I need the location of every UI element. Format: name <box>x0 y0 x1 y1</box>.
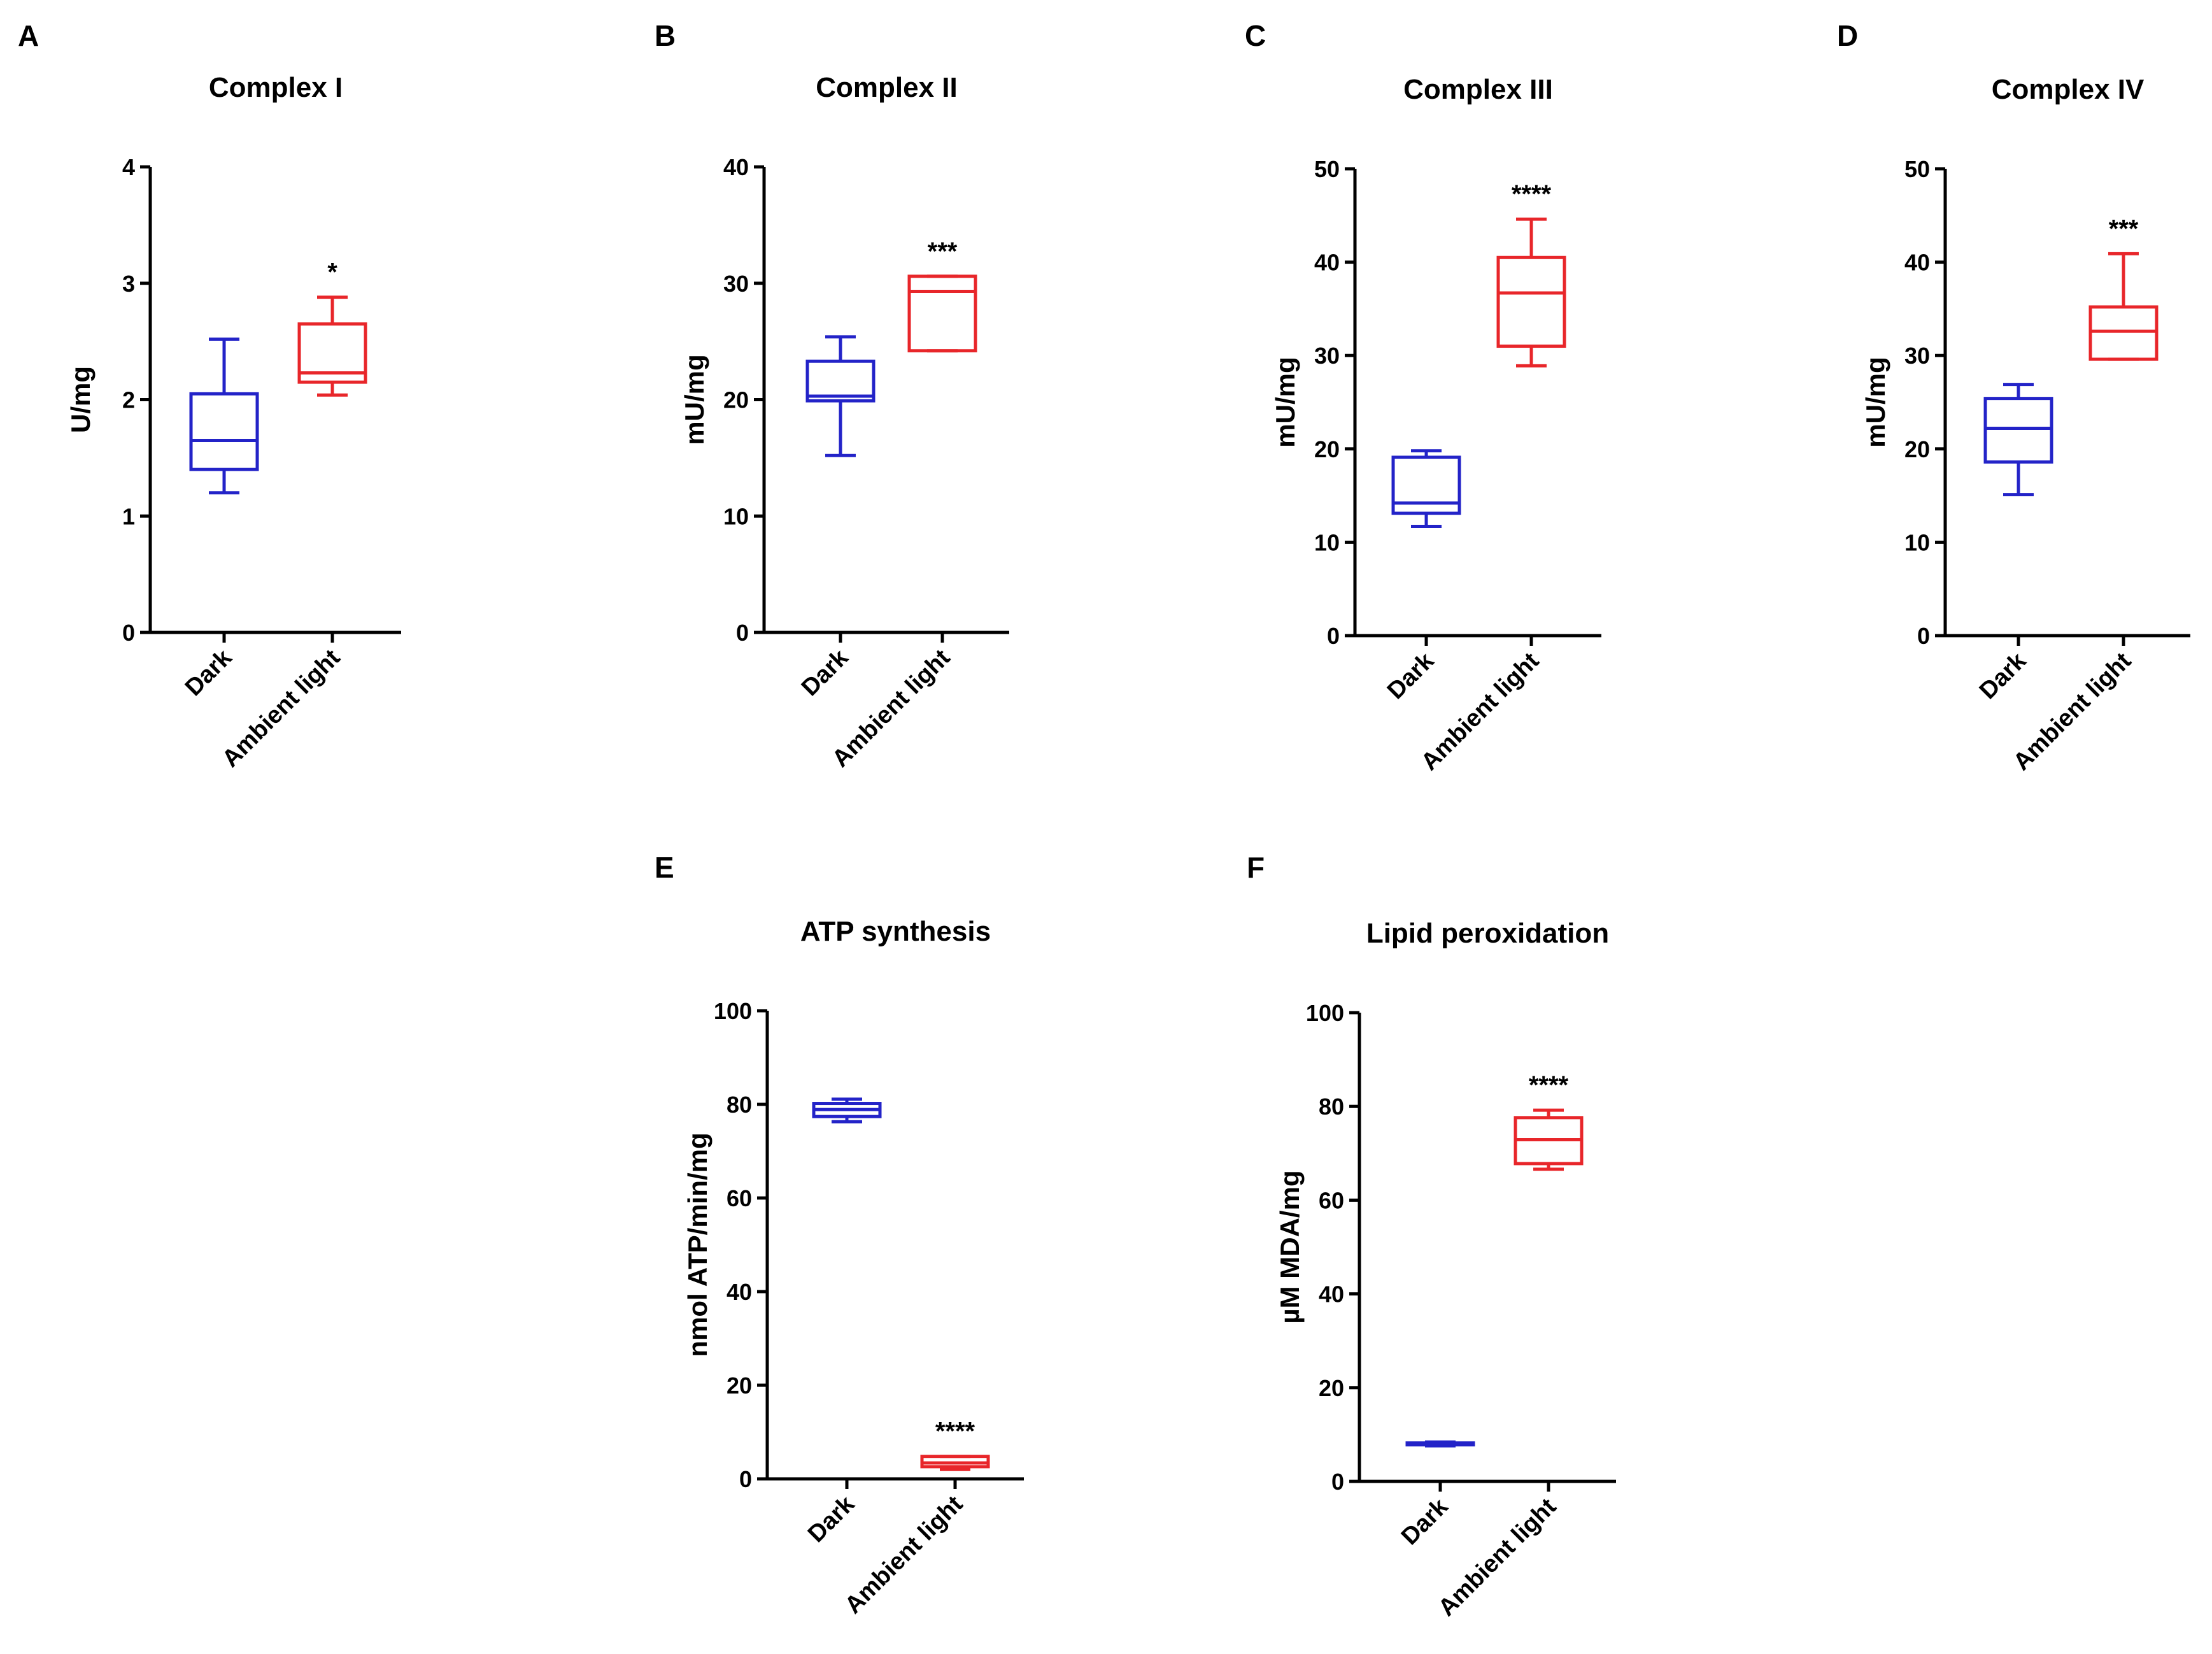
chart-title: Complex IV <box>1992 74 2145 105</box>
box-ambient-light <box>2088 252 2159 361</box>
box-ambient-light <box>907 274 977 353</box>
y-tick-label: 0 <box>736 620 749 646</box>
panel-letter: B <box>655 19 676 52</box>
panel-letter: D <box>1837 19 1858 52</box>
significance-marker: **** <box>1529 1071 1569 1099</box>
x-tick-label: Dark <box>797 644 854 701</box>
y-tick-label: 2 <box>122 387 135 413</box>
significance-marker: **** <box>1512 180 1552 208</box>
box-ambient-light <box>1514 1108 1584 1171</box>
y-tick-label: 100 <box>1306 1000 1344 1026</box>
y-tick-label: 4 <box>122 154 135 180</box>
box-ambient-light <box>297 296 367 397</box>
y-axis-label: µM MDA/mg <box>1275 1170 1305 1323</box>
chart-title: Complex I <box>209 72 343 103</box>
box-ambient-light <box>920 1455 990 1471</box>
y-tick-label: 20 <box>1319 1375 1344 1401</box>
x-tick-label: Dark <box>180 644 238 701</box>
iqr-box <box>1983 397 2053 464</box>
y-axis-label: mU/mg <box>1270 357 1300 447</box>
y-tick-label: 40 <box>1904 250 1930 276</box>
chart-title: Lipid peroxidation <box>1366 918 1609 949</box>
iqr-box <box>297 322 367 384</box>
panel-letter: A <box>18 19 39 52</box>
box-dark <box>1391 449 1461 528</box>
y-tick-label: 1 <box>122 503 135 529</box>
y-tick-label: 20 <box>1314 436 1340 462</box>
panel-letter: C <box>1245 19 1266 52</box>
y-tick-label: 40 <box>1319 1281 1344 1308</box>
box-dark <box>189 337 259 495</box>
significance-marker: * <box>327 259 337 287</box>
significance-marker: *** <box>928 238 958 266</box>
y-tick-label: 20 <box>727 1372 752 1399</box>
y-axis-label: mU/mg <box>679 354 709 445</box>
y-tick-label: 40 <box>1314 250 1340 276</box>
box-ambient-light <box>1496 217 1566 367</box>
iqr-box <box>805 359 876 403</box>
y-tick-label: 0 <box>1331 1469 1344 1495</box>
iqr-box <box>189 392 259 471</box>
y-tick-label: 30 <box>723 271 749 297</box>
iqr-box <box>2088 305 2159 361</box>
y-tick-label: 0 <box>739 1466 752 1492</box>
significance-marker: **** <box>935 1418 975 1446</box>
x-tick-label: Dark <box>1974 647 2032 704</box>
panel-letter: F <box>1247 851 1265 884</box>
y-tick-label: 20 <box>723 387 749 413</box>
y-tick-label: 60 <box>727 1185 752 1211</box>
y-tick-label: 100 <box>714 998 752 1024</box>
y-tick-label: 3 <box>122 271 135 297</box>
y-tick-label: 40 <box>727 1279 752 1305</box>
iqr-box <box>1391 455 1461 515</box>
significance-marker: *** <box>2109 215 2139 243</box>
box-dark <box>1983 383 2053 497</box>
chart-title: ATP synthesis <box>800 916 991 947</box>
iqr-box <box>907 274 977 353</box>
panel-f: F Lipid peroxidation 0 20 40 60 80 100 µM MDA/mg… <box>1247 851 1616 1622</box>
chart-title: Complex III <box>1403 74 1553 105</box>
y-tick-label: 80 <box>1319 1094 1344 1120</box>
y-tick-label: 10 <box>1314 529 1340 555</box>
chart-title: Complex II <box>816 72 958 103</box>
y-tick-label: 0 <box>1327 623 1340 649</box>
y-tick-label: 50 <box>1904 156 1930 182</box>
y-tick-label: 50 <box>1314 156 1340 182</box>
x-tick-label: Dark <box>803 1490 860 1548</box>
box-dark <box>1405 1440 1475 1448</box>
y-tick-label: 10 <box>723 503 749 529</box>
y-axis-label: mU/mg <box>1861 357 1890 447</box>
y-tick-label: 60 <box>1319 1187 1344 1213</box>
y-tick-label: 20 <box>1904 436 1930 462</box>
y-tick-label: 30 <box>1904 343 1930 369</box>
x-tick-label: Dark <box>1382 647 1440 704</box>
y-tick-label: 30 <box>1314 343 1340 369</box>
box-dark <box>805 335 876 457</box>
panel-letter: E <box>655 851 674 884</box>
box-dark <box>812 1097 882 1123</box>
panel-e: E ATP synthesis 0 20 40 60 80 100 nmol ATP/min/m… <box>655 851 1024 1619</box>
y-tick-label: 0 <box>122 620 135 646</box>
y-axis-label: nmol ATP/min/mg <box>683 1132 713 1357</box>
x-tick-label: Dark <box>1396 1493 1454 1550</box>
y-tick-label: 40 <box>723 154 749 180</box>
y-axis-label: U/mg <box>66 366 96 433</box>
y-tick-label: 10 <box>1904 529 1930 555</box>
iqr-box <box>1496 255 1566 348</box>
y-tick-label: 80 <box>727 1092 752 1118</box>
y-tick-label: 0 <box>1917 623 1930 649</box>
